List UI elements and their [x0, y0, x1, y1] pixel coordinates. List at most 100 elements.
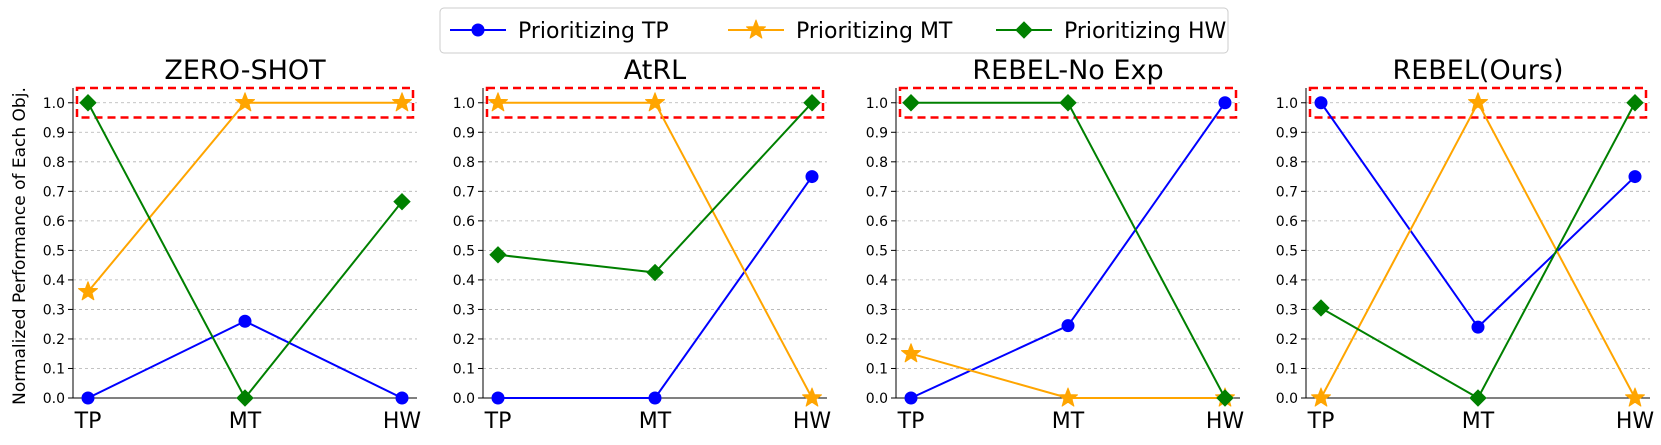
y-tick-label: 1.0 — [43, 96, 65, 112]
y-tick-label: 0.6 — [1276, 214, 1298, 230]
y-tick-label: 0.9 — [43, 125, 65, 141]
data-point-tp — [1314, 96, 1328, 110]
y-tick-label: 0.9 — [1276, 125, 1298, 141]
data-point-mt — [801, 387, 823, 407]
y-tick-label: 0.2 — [866, 332, 888, 348]
y-tick-label: 0.6 — [866, 214, 888, 230]
panel-title: ZERO-SHOT — [164, 55, 326, 86]
data-point-tp — [1061, 319, 1075, 333]
data-point-tp — [491, 391, 505, 405]
panel-title: AtRL — [624, 55, 686, 86]
legend: Prioritizing TP Prioritizing MT Prioritizi… — [439, 7, 1229, 54]
series-line-hw — [497, 102, 813, 274]
y-tick-label: 0.6 — [453, 214, 475, 230]
data-point-hw — [902, 94, 920, 112]
y-tick-label: 0.8 — [453, 155, 475, 171]
y-tick-label: 0.7 — [1276, 184, 1298, 200]
y-tick-label: 0.5 — [1276, 243, 1298, 259]
y-tick-label: 0.0 — [453, 391, 475, 407]
x-tick-label: HW — [1206, 409, 1245, 434]
y-tick-label: 0.8 — [1276, 155, 1298, 171]
data-point-hw — [79, 94, 97, 112]
panel-4: 0.0 0.1 0.2 0.3 0.4 0.5 0.6 0.7 0.8 0.9 1.0 TP MT HW R… — [1276, 55, 1655, 434]
data-point-tp — [904, 391, 918, 405]
x-tick-label: MT — [229, 409, 262, 434]
legend-label-mt: Prioritizing MT — [796, 19, 953, 44]
y-tick-label: 1.0 — [453, 96, 475, 112]
data-point-tp — [1218, 96, 1232, 110]
y-tick-label: 0.7 — [43, 184, 65, 200]
legend-frame — [439, 7, 1229, 54]
highlight-box — [1308, 86, 1648, 119]
panel-1: 0.0 0.1 0.2 0.3 0.4 0.5 0.6 0.7 0.8 0.9 1.0 TP MT HW Z… — [43, 55, 422, 434]
data-point-hw — [489, 246, 507, 264]
y-axis-label: Normalized Performance of Each Obj. — [10, 87, 30, 405]
x-tick-label: MT — [1462, 409, 1495, 434]
data-point-mt — [234, 92, 256, 112]
data-point-hw — [803, 94, 821, 112]
data-point-hw — [1312, 299, 1330, 317]
data-point-mt — [487, 92, 509, 112]
legend-marker-hw — [1015, 21, 1033, 39]
y-tick-label: 0.1 — [866, 361, 888, 377]
x-tick-label: TP — [897, 409, 925, 434]
data-point-hw — [1469, 389, 1487, 407]
data-point-tp — [395, 391, 409, 405]
panel-title: REBEL(Ours) — [1392, 55, 1563, 86]
y-tick-label: 0.6 — [43, 214, 65, 230]
x-tick-label: HW — [383, 409, 422, 434]
series-line-tp — [1320, 102, 1636, 329]
y-tick-label: 0.8 — [866, 155, 888, 171]
y-tick-label: 0.5 — [453, 243, 475, 259]
y-tick-label: 0.9 — [453, 125, 475, 141]
data-point-hw — [236, 389, 254, 407]
legend-label-tp: Prioritizing TP — [518, 19, 669, 44]
data-point-mt — [1624, 387, 1646, 407]
highlight-box — [75, 86, 415, 119]
panel-2: 0.0 0.1 0.2 0.3 0.4 0.5 0.6 0.7 0.8 0.9 1.0 TP MT HW A… — [453, 55, 832, 434]
y-tick-label: 0.1 — [453, 361, 475, 377]
x-tick-label: HW — [1616, 409, 1655, 434]
y-tick-label: 0.0 — [866, 391, 888, 407]
x-tick-label: MT — [639, 409, 672, 434]
x-tick-label: MT — [1052, 409, 1085, 434]
legend-marker-mt — [745, 19, 767, 39]
y-tick-label: 0.2 — [453, 332, 475, 348]
highlight-box — [485, 86, 825, 119]
y-tick-label: 0.5 — [866, 243, 888, 259]
highlight-box — [898, 86, 1238, 119]
x-tick-label: HW — [793, 409, 832, 434]
y-tick-label: 0.4 — [1276, 273, 1298, 289]
data-point-hw — [1626, 94, 1644, 112]
y-tick-label: 1.0 — [1276, 96, 1298, 112]
panel-title: REBEL-No Exp — [972, 55, 1163, 86]
data-point-mt — [1467, 92, 1489, 112]
y-tick-label: 0.5 — [43, 243, 65, 259]
x-tick-label: TP — [1307, 409, 1335, 434]
data-point-mt — [1310, 387, 1332, 407]
data-point-mt — [391, 92, 413, 112]
data-point-hw — [646, 263, 664, 282]
data-point-mt — [900, 343, 922, 363]
data-point-tp — [1628, 170, 1642, 184]
y-tick-label: 0.4 — [866, 273, 888, 289]
y-tick-label: 0.0 — [1276, 391, 1298, 407]
y-tick-label: 0.2 — [1276, 332, 1298, 348]
y-tick-label: 1.0 — [866, 96, 888, 112]
y-tick-label: 0.3 — [866, 302, 888, 318]
x-tick-label: TP — [484, 409, 512, 434]
y-tick-label: 0.0 — [43, 391, 65, 407]
y-tick-label: 0.3 — [453, 302, 475, 318]
y-tick-label: 0.7 — [453, 184, 475, 200]
y-tick-label: 0.1 — [43, 361, 65, 377]
y-tick-label: 0.9 — [866, 125, 888, 141]
data-point-mt — [1057, 387, 1079, 407]
panel-3: 0.0 0.1 0.2 0.3 0.4 0.5 0.6 0.7 0.8 0.9 1.0 TP MT HW R… — [866, 55, 1245, 434]
y-tick-label: 0.1 — [1276, 361, 1298, 377]
data-point-tp — [81, 391, 95, 405]
data-point-tp — [1471, 320, 1485, 334]
data-point-hw — [1059, 94, 1077, 112]
data-point-hw — [1216, 389, 1234, 407]
series-line-mt — [87, 101, 402, 293]
